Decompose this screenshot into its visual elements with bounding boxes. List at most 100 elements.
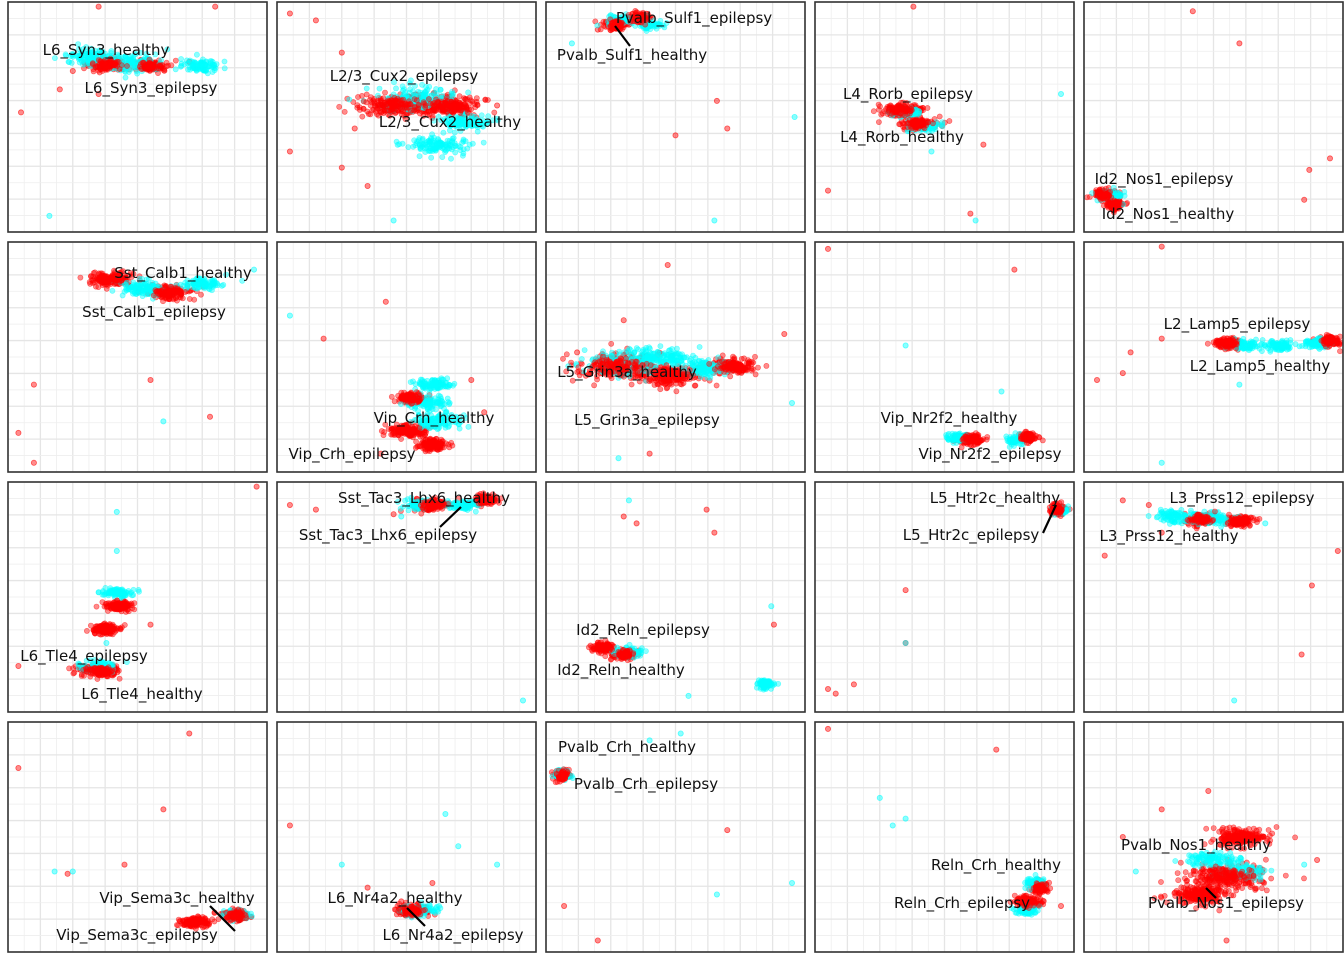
panel-1-healthy-point [76,46,82,52]
panel-5-epilepsy-point [1084,194,1090,201]
panel-2-epilepsy-point [451,87,458,94]
panel-8-epilepsy-point [692,382,699,389]
panel-2-epilepsy-point [312,17,319,24]
panel-7-epilepsy-point [415,398,422,405]
panel-5-epilepsy-point [1236,40,1243,47]
panel-7-epilepsy-point [419,430,426,437]
panel-1-healthy-point [186,59,192,66]
panel-border [7,1,268,233]
panel-1-healthy-point [178,62,185,69]
panel-1-healthy-point [137,50,144,56]
panel-1-healthy-point [80,61,86,68]
panel-7-epilepsy-point [320,335,327,342]
panel-2-epilepsy-point [491,109,498,116]
panel-5-healthy-point [1089,190,1095,196]
panel-2-healthy-point [469,140,476,147]
panel-7-epilepsy-point [400,392,406,398]
panel-1-epilepsy-point [140,59,147,66]
panel-2-healthy-point [462,138,469,144]
panel-2-epilepsy-point [376,102,383,109]
panel-2-healthy-point [393,85,399,92]
panel-2-epilepsy-point [388,97,395,104]
panel-2-epilepsy-point [286,10,293,17]
panel-1-epilepsy-point [17,109,24,116]
panel-4-healthy-point [928,148,935,155]
panel-1-healthy-point [66,59,73,65]
panel-7-healthy-point [450,382,456,389]
panel-1-epilepsy-point [69,68,76,75]
panel-1-healthy-point [203,67,210,74]
panel-points [17,3,228,219]
panel-4-epilepsy-point [980,141,987,148]
panel-2-epilepsy-point [364,182,371,189]
panel-5-healthy-point [1121,192,1128,199]
panel-4-epilepsy-point [936,113,943,120]
panel-1-epilepsy-point [105,61,112,68]
panel-2-healthy-point [474,128,481,135]
panel-1-healthy-point [200,63,206,70]
panel-2-healthy-point [411,137,418,144]
panel-1-healthy-point [83,44,89,50]
panel-1-healthy-point [77,52,84,59]
panel-2-healthy-point [427,139,434,146]
panel-7-epilepsy-point [382,298,389,305]
panel-3-healthy-label: Pvalb_Sulf1_healthy [557,46,707,65]
panel-7-epilepsy-point [381,429,388,435]
panel-2-healthy-point [441,115,448,122]
panel-2-healthy-point [453,122,459,129]
panel-6-epilepsy-point [88,273,94,279]
panel-1-epilepsy-point [144,63,151,70]
panel-2-epilepsy-point [356,107,363,113]
panel-7-epilepsy-point [426,441,433,448]
panel-6-healthy-point [194,285,201,292]
panel-1-healthy-label: L6_Syn3_healthy [43,41,170,60]
panel-2-epilepsy-point [395,103,402,109]
panel-2-healthy-point [460,150,467,157]
panel-1-healthy-point [91,47,98,54]
panel-1-epilepsy-point [115,59,122,65]
panel-1-epilepsy-point [114,63,120,69]
panel-6-healthy-point [137,282,144,289]
panel-1-epilepsy-point [95,91,102,98]
panel-7-epilepsy-point [408,400,415,407]
panel-2-healthy-point [474,122,481,129]
panel-6-epilepsy-point [172,288,179,295]
panel-1-healthy-point [192,59,198,66]
panel-3-healthy-point [594,22,601,29]
panel-4-epilepsy-point [870,108,877,115]
panel-6-epilepsy-point [147,376,154,383]
panel-7-epilepsy-point [433,441,440,448]
panel-2-healthy-point [471,113,478,120]
panel-5-epilepsy-point [1301,196,1308,203]
panel-2-healthy-point [482,119,489,126]
panel-1-epilepsy-point [56,86,63,93]
panel-5-epilepsy-point [1101,193,1108,200]
panel-1-epilepsy-point [136,63,143,70]
panel-2-healthy-point [446,121,453,128]
panel-2-healthy-point [444,145,451,152]
panel-5-epilepsy-point [1306,166,1313,173]
panel-2-epilepsy-point [380,95,387,102]
panel-2-healthy-point [390,217,397,224]
panel-7-epilepsy-label: Vip_Crh_epilepsy [288,445,415,464]
panel-2-healthy-point [391,79,397,86]
panel-2-healthy-point [422,149,429,155]
panel-2-healthy-point [399,140,406,147]
panel-2-healthy-point [464,145,471,152]
panel-1-healthy-point [93,54,100,61]
panel-2-epilepsy-point [381,103,387,109]
panel-4-epilepsy-point [910,3,917,10]
panel-8-epilepsy-point [713,382,720,389]
panel-6-epilepsy-point [30,459,37,466]
panel-2-healthy-point [422,89,429,95]
panel-2-epilepsy-point [367,111,374,118]
panel-2-healthy-point [437,139,444,146]
panel-2-healthy-point [394,141,401,148]
panel-5-epilepsy-point [1327,155,1334,162]
panel-2-healthy-point [440,144,447,150]
panel-7-healthy-point [428,385,434,392]
panel-2-healthy-point [478,112,485,119]
